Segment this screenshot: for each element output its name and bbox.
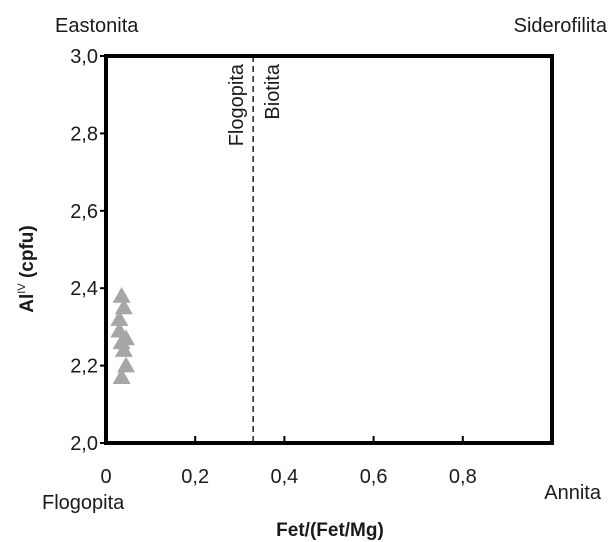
x-tick-label: 0,8 xyxy=(449,466,477,488)
corner-label-bottom-right: Annita xyxy=(544,482,602,504)
corner-label-bottom-left: Flogopita xyxy=(42,492,125,514)
data-point-triangle xyxy=(112,368,131,384)
y-axis: 2,0 2,2 2,4 2,6 2,8 3,0 xyxy=(70,46,106,455)
y-axis-title: AlIV (cpfu) xyxy=(16,225,38,312)
y-axis-title-unit: (cpfu) xyxy=(17,225,38,283)
y-tick-label: 2,0 xyxy=(70,433,98,455)
y-tick-label: 3,0 xyxy=(70,46,98,68)
corner-label-top-right: Siderofilita xyxy=(514,15,608,37)
x-tick-label: 0,4 xyxy=(270,466,298,488)
x-axis-title: Fet/(Fet/Mg) xyxy=(276,520,384,541)
y-tick-label: 2,2 xyxy=(70,356,98,378)
data-point-triangle xyxy=(110,310,129,326)
corner-label-top-left: Eastonita xyxy=(55,15,139,37)
y-tick-label: 2,6 xyxy=(70,201,98,223)
data-point-triangle xyxy=(117,356,136,373)
x-tick-label: 0 xyxy=(100,466,111,488)
x-axis: 0 0,2 0,4 0,6 0,8 xyxy=(100,436,477,488)
y-axis-title-superscript: IV xyxy=(16,283,28,294)
y-tick-label: 2,4 xyxy=(70,278,98,300)
data-point-triangle xyxy=(114,341,133,357)
divider-right-label: Biotita xyxy=(262,63,284,119)
data-point-triangle xyxy=(112,286,131,303)
data-points xyxy=(110,286,136,384)
y-axis-title-main: Al xyxy=(17,294,38,313)
x-tick-label: 0,6 xyxy=(360,466,388,488)
y-tick-label: 2,8 xyxy=(70,123,98,145)
x-tick-label: 0,2 xyxy=(181,466,209,488)
divider-left-label: Flogopita xyxy=(226,63,248,146)
plot-frame xyxy=(104,54,554,445)
